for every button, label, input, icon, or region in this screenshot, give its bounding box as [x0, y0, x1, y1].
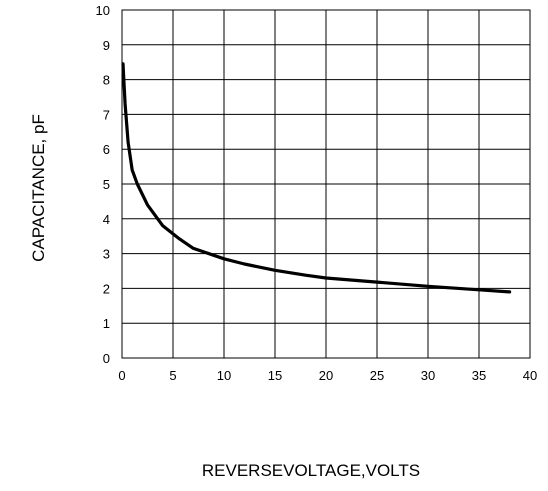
- y-tick-label: 8: [103, 73, 110, 88]
- x-tick-label: 30: [421, 368, 435, 383]
- y-tick-labels: 0 1 2 3 4 5 6 7 8 9 10: [96, 3, 110, 366]
- plot-frame: [121, 9, 531, 359]
- y-tick-label: 6: [103, 142, 110, 157]
- grid: [122, 10, 530, 358]
- x-axis-title: REVERSEVOLTAGE,VOLTS: [202, 461, 420, 480]
- y-tick-label: 3: [103, 247, 110, 262]
- y-tick-label: 2: [103, 281, 110, 296]
- x-tick-label: 25: [370, 368, 384, 383]
- y-tick-label: 5: [103, 177, 110, 192]
- x-tick-label: 20: [319, 368, 333, 383]
- x-tick-label: 35: [472, 368, 486, 383]
- x-tick-label: 40: [523, 368, 537, 383]
- y-tick-label: 0: [103, 351, 110, 366]
- y-tick-label: 1: [103, 316, 110, 331]
- y-tick-label: 9: [103, 38, 110, 53]
- x-tick-label: 10: [217, 368, 231, 383]
- capacitance-curve: [121, 62, 512, 294]
- y-tick-label: 7: [103, 107, 110, 122]
- y-tick-label: 4: [103, 212, 110, 227]
- x-tick-labels: 0 5 10 15 20 25 30 35 40: [118, 368, 537, 383]
- series-layer: [121, 62, 512, 294]
- x-tick-label: 5: [169, 368, 176, 383]
- plot-border: [121, 9, 531, 359]
- y-axis-title: CAPACITANCE, pF: [29, 114, 48, 262]
- x-tick-label: 15: [268, 368, 282, 383]
- y-tick-label: 10: [96, 3, 110, 18]
- x-tick-label: 0: [118, 368, 125, 383]
